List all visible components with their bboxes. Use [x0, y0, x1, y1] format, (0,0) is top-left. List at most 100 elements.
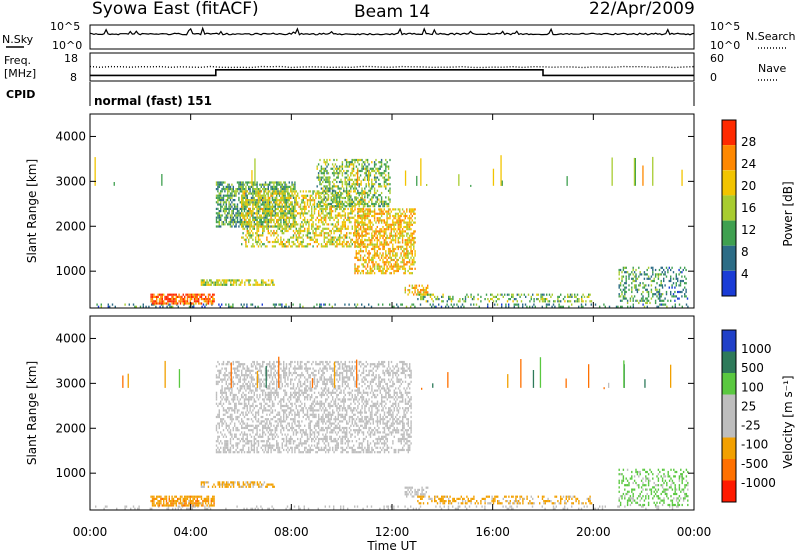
power-cell [297, 232, 299, 235]
power-cell [320, 172, 323, 175]
power-cell [246, 245, 248, 248]
power-cell [331, 172, 334, 175]
power-cell [304, 227, 306, 230]
velocity-cell [286, 505, 289, 508]
power-cell [410, 252, 412, 255]
power-cell [550, 295, 552, 298]
power-cell [372, 247, 374, 251]
power-cell [386, 265, 388, 268]
power-cell [325, 207, 327, 211]
power-cell [385, 261, 387, 264]
power-cell [253, 223, 255, 226]
velocity-cell [185, 495, 187, 498]
velocity-cell [241, 371, 243, 375]
power-cell [397, 245, 399, 248]
power-cell [649, 301, 651, 305]
power-cell [341, 192, 344, 195]
power-cell [403, 230, 405, 233]
power-cell [220, 196, 222, 199]
power-cell [238, 183, 240, 186]
power-cell [516, 300, 518, 303]
power-cell [228, 210, 230, 213]
power-cell [407, 269, 409, 273]
power-cell [373, 174, 376, 177]
power-cell [324, 163, 327, 166]
power-cell [288, 192, 290, 195]
power-cell [382, 205, 384, 208]
power-cell [224, 216, 226, 219]
power-cell [267, 190, 269, 193]
power-cell [352, 200, 355, 203]
velocity-cell [225, 507, 227, 510]
power-cell [234, 192, 236, 195]
power-cell [379, 200, 381, 203]
power-cell [212, 295, 214, 298]
power-cell [354, 228, 356, 231]
power-cell [328, 303, 331, 306]
power-cell [302, 205, 304, 208]
power-cell [281, 203, 283, 206]
velocity-cell [191, 502, 193, 505]
power-cell [529, 305, 531, 308]
power-cell [274, 303, 276, 306]
velocity-cell [235, 407, 237, 410]
velocity-cell [185, 504, 187, 507]
power-cell [350, 240, 352, 244]
power-cell [361, 236, 363, 239]
power-cell [153, 295, 155, 298]
power-cell [590, 300, 593, 303]
power-cell [470, 303, 472, 306]
power-cell [270, 225, 272, 228]
power-cell [327, 240, 330, 244]
velocity-cell [217, 483, 219, 486]
power-cell [271, 196, 274, 200]
power-cell [312, 232, 314, 235]
power-cell [341, 174, 344, 177]
power-cell [362, 243, 365, 246]
power-cell [302, 207, 304, 211]
power-cell [408, 289, 411, 292]
noise-left-tick-top: 10^5 [50, 20, 80, 33]
power-cell [319, 201, 321, 204]
power-cell [263, 194, 265, 197]
power-cell [663, 277, 665, 280]
power-cell [357, 241, 359, 244]
velocity-cell [221, 398, 223, 401]
power-cell [259, 216, 261, 219]
power-cell [305, 234, 307, 237]
velocity-cell [207, 502, 210, 505]
power-cell [346, 194, 348, 197]
power-cell [675, 275, 677, 278]
power-cell [353, 240, 355, 244]
power-cell [277, 183, 279, 186]
power-cell [635, 286, 637, 289]
power-cell [243, 190, 246, 193]
power-cell [273, 232, 275, 235]
power-cell [491, 293, 493, 296]
power-cell [552, 303, 555, 306]
power-cell [235, 216, 237, 219]
power-cell [406, 234, 408, 237]
power-cell [372, 236, 374, 240]
power-cell [257, 201, 260, 204]
power-cell [376, 265, 378, 268]
power-cell [228, 194, 230, 197]
power-cell [653, 279, 655, 283]
power-cell [369, 225, 371, 229]
power-cell [235, 192, 237, 195]
power-cell [401, 245, 404, 248]
power-cell [256, 181, 258, 184]
power-cell [319, 202, 321, 206]
power-cell [203, 298, 205, 301]
velocity-cell [222, 360, 225, 364]
power-cell [333, 205, 335, 208]
power-cell [371, 225, 373, 229]
velocity-cell [383, 507, 385, 510]
power-cell [603, 303, 605, 306]
power-cell [222, 185, 225, 188]
power-cell [348, 194, 351, 197]
power-cell [316, 225, 318, 228]
power-cell [287, 196, 289, 200]
power-cell [357, 167, 359, 170]
power-cell [339, 205, 341, 208]
